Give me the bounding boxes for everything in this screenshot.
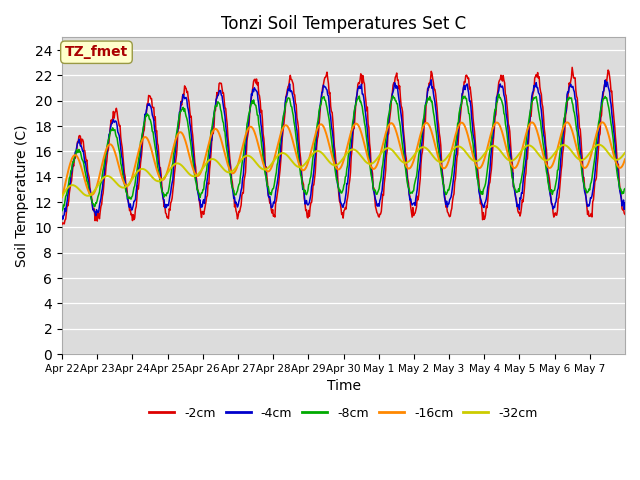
Y-axis label: Soil Temperature (C): Soil Temperature (C) [15,124,29,267]
Title: Tonzi Soil Temperatures Set C: Tonzi Soil Temperatures Set C [221,15,466,33]
Text: TZ_fmet: TZ_fmet [65,45,128,59]
Legend: -2cm, -4cm, -8cm, -16cm, -32cm: -2cm, -4cm, -8cm, -16cm, -32cm [145,402,543,424]
X-axis label: Time: Time [326,379,360,394]
